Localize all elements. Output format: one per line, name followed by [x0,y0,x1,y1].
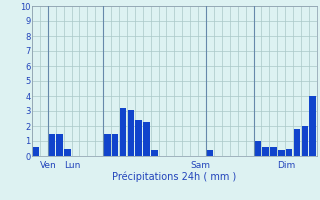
Bar [48,134,55,156]
Bar [301,126,308,156]
Bar [120,108,126,156]
Bar [151,150,158,156]
Bar [112,134,118,156]
Bar [262,147,269,156]
X-axis label: Précipitations 24h ( mm ): Précipitations 24h ( mm ) [112,171,236,182]
Bar [64,148,71,156]
Bar [135,120,142,156]
Bar [309,96,316,156]
Bar [207,150,213,156]
Bar [128,110,134,156]
Bar [56,134,63,156]
Bar [104,134,110,156]
Bar [33,147,39,156]
Bar [270,147,277,156]
Bar [294,129,300,156]
Bar [254,141,261,156]
Bar [143,121,150,156]
Bar [278,150,284,156]
Bar [286,148,292,156]
